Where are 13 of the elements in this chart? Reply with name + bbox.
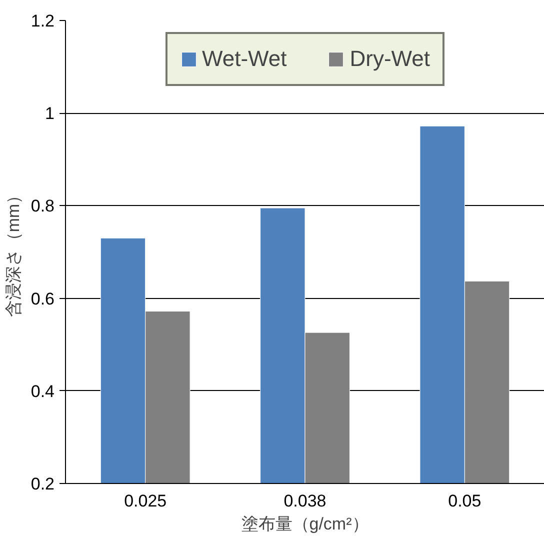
legend-label: Wet-Wet <box>202 46 287 72</box>
legend-label: Dry-Wet <box>350 46 430 72</box>
x-axis-title: 塗布量（g/cm²） <box>241 514 369 534</box>
y-axis-title: 含浸深さ（mm） <box>4 186 23 318</box>
x-tick-label: 0.025 <box>124 492 167 510</box>
y-tick-label: 1.2 <box>30 12 55 30</box>
y-tick-label: 0.4 <box>30 382 55 401</box>
x-tick-label: 0.038 <box>284 492 326 510</box>
x-tick-label: 0.05 <box>448 492 482 510</box>
y-tick-label: 0.8 <box>30 196 55 216</box>
y-tick-label: 0.6 <box>30 289 55 308</box>
y-tick-label: 1 <box>45 104 55 124</box>
y-tick-label: 0.2 <box>30 474 55 494</box>
